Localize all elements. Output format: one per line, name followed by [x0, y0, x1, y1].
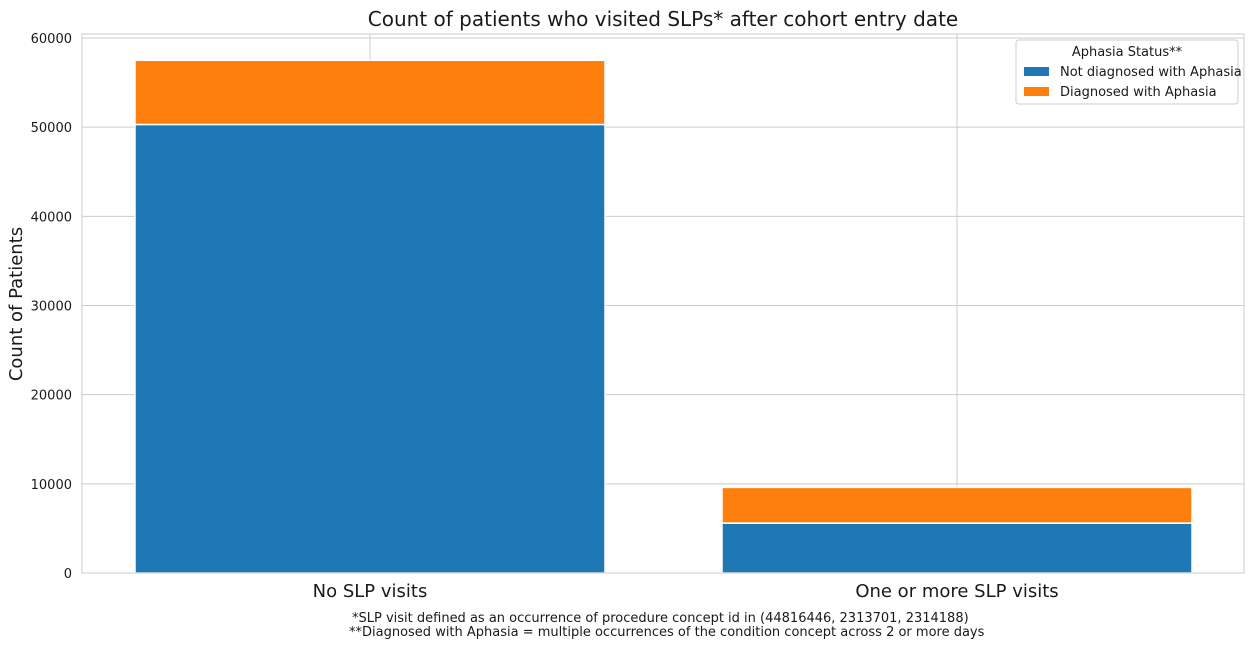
y-tick-label: 60000: [31, 32, 72, 47]
x-tick-label: One or more SLP visits: [855, 581, 1058, 602]
y-tick-label: 30000: [31, 300, 72, 315]
footnote-slp-definition: *SLP visit defined as an occurrence of p…: [352, 611, 969, 626]
chart-title: Count of patients who visited SLPs* afte…: [368, 7, 958, 31]
bar-diagnosed-with-aphasia-2: [722, 487, 1192, 523]
footnote-aphasia-definition: **Diagnosed with Aphasia = multiple occu…: [349, 625, 985, 640]
y-tick-label: 50000: [31, 121, 72, 136]
bar-diagnosed-with-aphasia-1: [135, 60, 605, 124]
legend-swatch-diagnosed: [1024, 87, 1049, 96]
x-tick-label: No SLP visits: [313, 581, 428, 602]
y-tick-label: 10000: [31, 478, 72, 493]
y-tick-label: 40000: [31, 210, 72, 225]
y-axis-ticks: 0 10000 20000 30000 40000 50000 60000: [31, 32, 72, 582]
y-tick-label: 20000: [31, 389, 72, 404]
bars: [135, 60, 1192, 573]
legend-label-diagnosed: Diagnosed with Aphasia: [1060, 85, 1217, 100]
x-axis-ticks: No SLP visits One or more SLP visits: [313, 581, 1059, 602]
legend-swatch-not-diagnosed: [1024, 67, 1049, 76]
y-axis-label: Count of Patients: [6, 227, 27, 381]
legend: Aphasia Status** Not diagnosed with Apha…: [1016, 40, 1242, 104]
bar-not-diagnosed-with-aphasia-1: [135, 124, 605, 573]
legend-title: Aphasia Status**: [1072, 45, 1183, 60]
y-tick-label: 0: [64, 567, 72, 582]
legend-label-not-diagnosed: Not diagnosed with Aphasia: [1060, 65, 1242, 80]
bar-not-diagnosed-with-aphasia-2: [722, 523, 1192, 573]
